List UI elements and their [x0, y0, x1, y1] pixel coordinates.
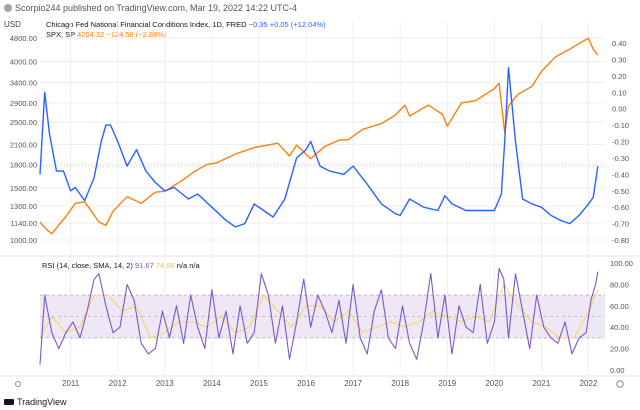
- x-tick-label: 2014: [203, 379, 221, 388]
- right-tick-label: -0.30: [612, 154, 629, 163]
- legend-nfci-change: +0.05 (+12.04%): [269, 20, 326, 29]
- left-tick-label: 1300.00: [10, 202, 37, 211]
- right-tick-label: 0.30: [612, 55, 627, 64]
- x-tick-label: 2021: [533, 379, 551, 388]
- x-tick-label: 2020: [485, 379, 503, 388]
- left-tick-label: 4000.00: [10, 57, 37, 66]
- legend-nfci-value: −0.35: [248, 20, 268, 29]
- x-tick-label: 2015: [250, 379, 268, 388]
- author-avatar: [4, 4, 12, 12]
- rsi-tick-label: 60.00: [610, 302, 629, 311]
- series-line-rsi-ma: [39, 283, 599, 339]
- left-tick-label: 1500.00: [10, 184, 37, 193]
- x-tick-label: 2013: [156, 379, 174, 388]
- left-tick-label: 2500.00: [10, 118, 37, 127]
- legend-spx-name: SPX, SP: [46, 30, 76, 39]
- right-tick-label: -0.50: [612, 187, 629, 196]
- right-tick-label: -0.40: [612, 170, 629, 179]
- left-tick-label: 3400.00: [10, 78, 37, 87]
- brand-text: TradingView: [17, 397, 67, 407]
- rsi-tick-label: 100.00: [610, 259, 633, 268]
- rsi-tick-label: 20.00: [610, 345, 629, 354]
- left-tick-label: 1800.00: [10, 160, 37, 169]
- x-tick-label: 2022: [580, 379, 598, 388]
- currency-label: USD: [4, 20, 21, 29]
- legend-rsi-value3: n/a: [176, 261, 188, 270]
- right-tick-label: 0.10: [612, 88, 627, 97]
- legend-rsi-value4: n/a: [189, 261, 200, 270]
- rsi-tick-label: 80.00: [610, 280, 629, 289]
- publish-info: Scorpio244 published on TradingView.com,…: [4, 3, 297, 13]
- left-tick-label: 4800.00: [10, 34, 37, 43]
- series-line-rsi: [39, 267, 599, 365]
- right-tick-label: 0.00: [612, 105, 627, 114]
- right-tick-label: -0.70: [612, 220, 629, 229]
- rsi-tick-label: 40.00: [610, 323, 629, 332]
- legend-spx-value: 4204.32: [77, 30, 105, 39]
- right-tick-label: -0.80: [612, 236, 629, 245]
- x-tick-label: 2016: [297, 379, 315, 388]
- legend-spx-change: −124.56 (−2.88%): [106, 30, 167, 39]
- left-tick-label: 1140.00: [10, 219, 37, 228]
- rsi-tick-label: 0.00: [610, 366, 625, 375]
- legend-rsi-value1: 91.67: [134, 261, 154, 270]
- left-tick-label: 2900.00: [10, 99, 37, 108]
- right-tick-label: 0.40: [612, 39, 627, 48]
- x-tick-label: 2012: [109, 379, 127, 388]
- settings-gear-icon: [616, 380, 624, 388]
- x-tick-label: 2019: [438, 379, 456, 388]
- right-tick-label: 0.20: [612, 72, 627, 81]
- left-tick-label: 1000.00: [10, 236, 37, 245]
- tradingview-logo-icon: [4, 399, 14, 405]
- legend-nfci-name: Chicago Fed National Financial Condition…: [46, 20, 247, 29]
- x-tick-label: 2017: [344, 379, 362, 388]
- publish-text: Scorpio244 published on TradingView.com,…: [15, 3, 298, 13]
- timezone-icon: [14, 380, 22, 388]
- left-tick-label: 2100.00: [10, 140, 37, 149]
- x-tick-label: 2011: [62, 379, 80, 388]
- legend-rsi-name: RSI (14, close, SMA, 14, 2): [42, 261, 133, 270]
- legend-spx[interactable]: SPX, SP 4204.32 −124.56 (−2.88%): [46, 30, 166, 39]
- legend-nfci[interactable]: Chicago Fed National Financial Condition…: [46, 20, 326, 29]
- x-tick-label: 2018: [391, 379, 409, 388]
- right-tick-label: -0.60: [612, 203, 629, 212]
- series-line-spx: [39, 37, 599, 235]
- right-tick-label: -0.20: [612, 138, 629, 147]
- tradingview-brand: TradingView: [4, 397, 67, 407]
- series-line-nfci: [39, 66, 599, 228]
- right-tick-label: -0.10: [612, 121, 629, 130]
